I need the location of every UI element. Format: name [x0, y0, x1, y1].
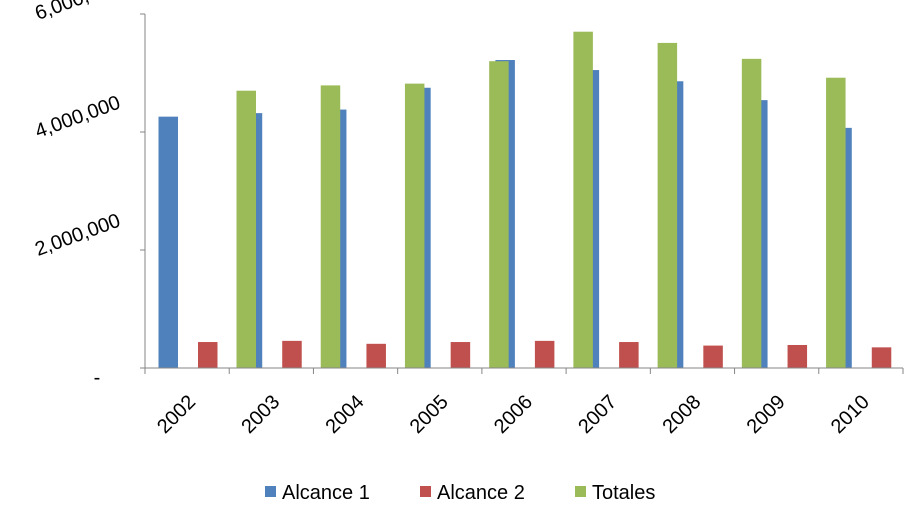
- y-axis-ticks: - 2,000,000 4,000,000 6,000,000: [32, 0, 145, 389]
- bar-alcance-2-2009: [787, 344, 808, 368]
- x-axis-ticks: 2002 2003 2004 2005 2006 2007 2008 2009 2010: [144, 368, 904, 438]
- bar-alcance-2-2003: [282, 340, 302, 368]
- bar-alcance-1-2002: [158, 116, 178, 368]
- y-tick-label: 2,000,000: [32, 210, 123, 261]
- x-tick-label: 2005: [406, 391, 453, 438]
- y-tick-label: 6,000,000: [32, 0, 123, 25]
- y-tick-label: 4,000,000: [32, 92, 123, 143]
- bar-alcance-2-2002: [198, 342, 218, 368]
- bar-alcance-2-2007: [619, 342, 639, 368]
- bar-totales-2002: [236, 90, 256, 368]
- bar-alcance-2-2010: [871, 347, 892, 368]
- bar-totales-2008: [741, 58, 762, 369]
- x-tick-label: 2009: [743, 391, 790, 438]
- bar-alcance-2-2006: [534, 340, 555, 368]
- x-tick-label: 2003: [237, 391, 284, 438]
- bar-totales-2004: [404, 83, 425, 369]
- bar-totales-2003: [320, 85, 341, 368]
- legend-label-alcance-1: Alcance 1: [282, 482, 370, 504]
- bar-alcance-2-2004: [366, 343, 386, 368]
- bar-alcance-2-2008: [703, 345, 723, 368]
- bar-totales-2009: [826, 77, 846, 368]
- legend-swatch-alcance-1: [265, 486, 276, 497]
- legend-swatch-alcance-2: [420, 486, 431, 497]
- bar-totales-2005: [489, 61, 509, 368]
- x-tick-label: 2002: [153, 391, 200, 438]
- x-tick-label: 2010: [827, 391, 874, 438]
- legend: Alcance 1 Alcance 2 Totales: [265, 482, 655, 504]
- y-tick-label: -: [94, 367, 101, 389]
- bar-totales-2007: [657, 42, 678, 368]
- legend-label-alcance-2: Alcance 2: [437, 482, 525, 504]
- bar-totales-2006: [573, 31, 593, 368]
- x-tick-label: 2006: [490, 391, 537, 438]
- legend-swatch-totales: [575, 486, 586, 497]
- x-tick-label: 2004: [322, 391, 369, 438]
- x-tick-label: 2008: [658, 391, 705, 438]
- bar-alcance-2-2005: [450, 342, 471, 368]
- bars-group: [158, 31, 892, 369]
- x-tick-label: 2007: [574, 391, 621, 438]
- legend-label-totales: Totales: [592, 482, 655, 504]
